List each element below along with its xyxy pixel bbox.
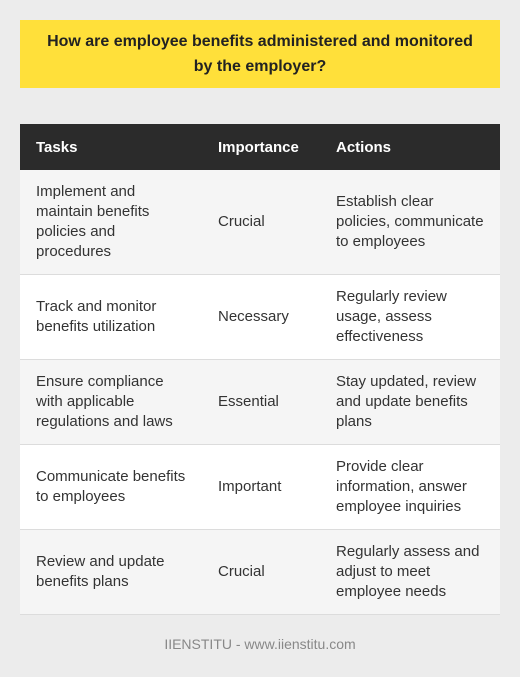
action-cell: Regularly assess and adjust to meet empl… <box>320 529 500 615</box>
title-banner: How are employee benefits administered a… <box>20 20 500 88</box>
importance-cell: Essential <box>202 359 320 445</box>
importance-cell: Necessary <box>202 274 320 360</box>
action-cell: Provide clear information, answer employ… <box>320 444 500 530</box>
table-header-row: Tasks Importance Actions <box>20 124 500 170</box>
table-row: Implement and maintain benefits policies… <box>20 170 500 275</box>
page-title: How are employee benefits administered a… <box>47 33 473 75</box>
task-cell: Review and update benefits plans <box>20 529 202 615</box>
task-cell: Implement and maintain benefits policies… <box>20 170 202 275</box>
table-row: Review and update benefits plans Crucial… <box>20 529 500 615</box>
column-header-actions: Actions <box>320 124 500 170</box>
table-row: Track and monitor benefits utilization N… <box>20 274 500 360</box>
task-cell: Ensure compliance with applicable regula… <box>20 359 202 445</box>
importance-cell: Crucial <box>202 170 320 275</box>
action-cell: Establish clear policies, communicate to… <box>320 170 500 275</box>
table-row: Communicate benefits to employees Import… <box>20 444 500 530</box>
footer-credit: IIENSTITU - www.iienstitu.com <box>164 636 356 652</box>
action-cell: Stay updated, review and update benefits… <box>320 359 500 445</box>
column-header-tasks: Tasks <box>20 124 202 170</box>
task-cell: Track and monitor benefits utilization <box>20 274 202 360</box>
action-cell: Regularly review usage, assess effective… <box>320 274 500 360</box>
task-cell: Communicate benefits to employees <box>20 444 202 530</box>
importance-cell: Important <box>202 444 320 530</box>
column-header-importance: Importance <box>202 124 320 170</box>
benefits-table: Tasks Importance Actions Implement and m… <box>20 124 500 615</box>
table-row: Ensure compliance with applicable regula… <box>20 359 500 445</box>
importance-cell: Crucial <box>202 529 320 615</box>
